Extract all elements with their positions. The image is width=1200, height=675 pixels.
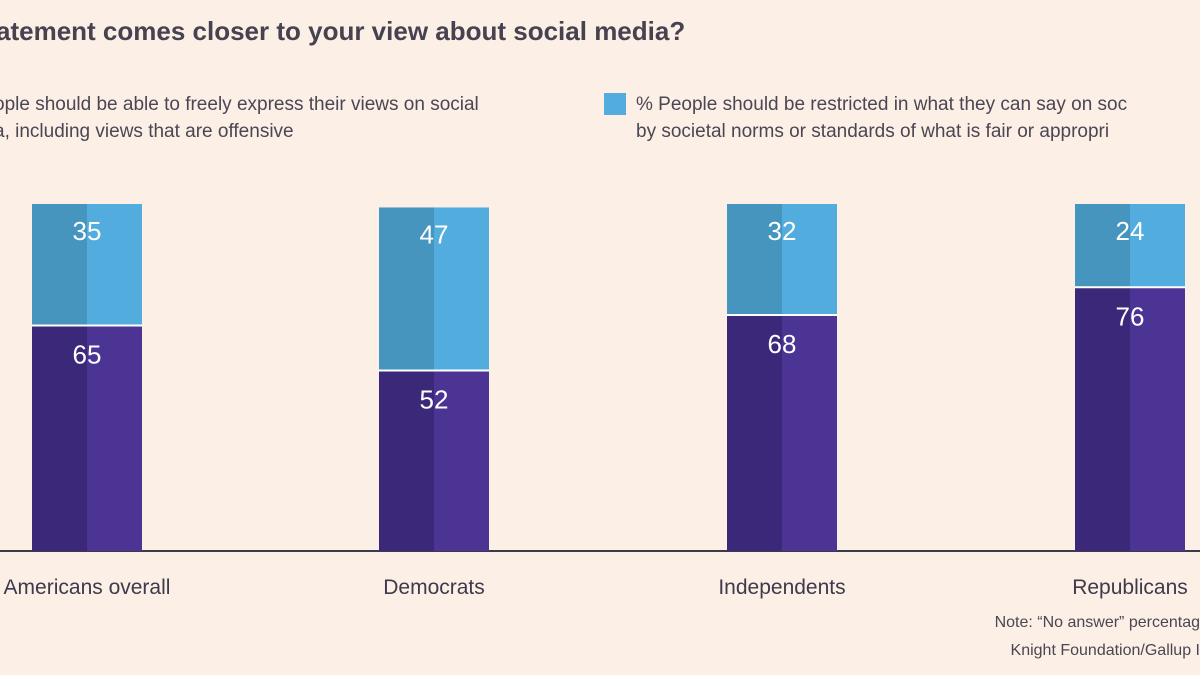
- bar-express-1: [379, 370, 434, 551]
- data-label-restricted-0: 35: [73, 216, 102, 246]
- bar-restricted-highlight-2: [782, 204, 837, 316]
- bar-express-3: [1075, 287, 1130, 551]
- bar-restricted-1: [379, 207, 434, 371]
- data-label-restricted-3: 24: [1116, 216, 1145, 246]
- bar-express-highlight-2: [782, 315, 837, 551]
- bar-restricted-3: [1075, 204, 1130, 288]
- bar-restricted-highlight-0: [87, 204, 142, 326]
- category-label-2: Independents: [718, 576, 845, 599]
- data-label-express-3: 76: [1116, 301, 1145, 331]
- chart-title: atement comes closer to your view about …: [0, 16, 686, 46]
- bar-restricted-0: [32, 204, 87, 326]
- data-label-express-1: 52: [420, 385, 449, 415]
- legend-express-line-1: ople should be able to freely express th…: [0, 94, 479, 115]
- bar-express-2: [727, 315, 782, 551]
- bar-express-highlight-1: [434, 370, 489, 551]
- legend-restricted-line-1: % People should be restricted in what th…: [636, 94, 1128, 115]
- bar-restricted-highlight-1: [434, 207, 489, 371]
- legend-restricted: % People should be restricted in what th…: [636, 91, 1127, 145]
- category-label-1: Democrats: [383, 576, 485, 599]
- legend-restricted-line-2: by societal norms or standards of what i…: [636, 121, 1110, 142]
- category-label-3: Republicans: [1072, 576, 1188, 599]
- legend-restricted-swatch: [604, 93, 626, 115]
- bar-express-highlight-0: [87, 325, 142, 551]
- bar-restricted-2: [727, 204, 782, 316]
- category-label-0: Americans overall: [4, 576, 171, 599]
- bar-express-0: [32, 325, 87, 551]
- note-text: Note: “No answer” percentag: [994, 614, 1200, 631]
- source-text: Knight Foundation/Gallup I: [1010, 642, 1200, 659]
- bar-restricted-highlight-3: [1130, 204, 1185, 288]
- legend-express: ople should be able to freely express th…: [0, 91, 479, 145]
- bar-express-highlight-3: [1130, 287, 1185, 551]
- data-label-express-2: 68: [768, 329, 797, 359]
- data-label-restricted-2: 32: [768, 216, 797, 246]
- legend-express-line-2: a, including views that are offensive: [0, 121, 294, 142]
- data-label-express-0: 65: [73, 339, 102, 369]
- data-label-restricted-1: 47: [420, 219, 449, 249]
